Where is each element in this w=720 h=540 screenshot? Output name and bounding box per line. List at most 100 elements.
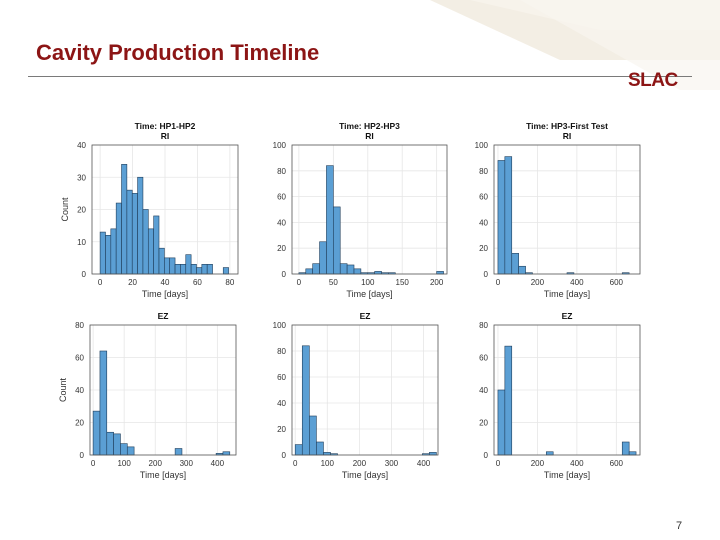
histogram-bar [164,257,171,275]
histogram-bar [99,350,108,456]
histogram-bar [326,165,334,275]
x-tick-label: 200 [353,459,367,468]
histogram-panel-6: 0 20 40 60 80 0 200 400 600 EZ Time [days] [479,311,641,480]
x-tick-label: 0 [293,459,298,468]
histogram-bar [309,415,317,456]
histogram-bar [158,247,165,275]
y-tick-label: 0 [282,451,287,460]
x-tick-label: 600 [610,459,624,468]
panel-title: Time: HP2-HP3 [339,121,400,131]
histogram-bar [174,264,181,275]
y-tick-label: 20 [277,244,286,253]
x-tick-label: 300 [385,459,399,468]
x-tick-label: 0 [91,459,96,468]
histogram-bar [126,189,133,275]
histogram-bar [518,265,526,275]
x-tick-label: 200 [531,278,545,287]
y-tick-label: 40 [277,399,286,408]
plot-frame [291,144,448,275]
x-tick-label: 150 [396,278,410,287]
histogram-bar [201,264,208,275]
x-tick-label: 100 [321,459,335,468]
histogram-bar [497,160,506,275]
histogram-bar [110,228,117,275]
x-tick-label: 400 [211,459,225,468]
histogram-bar [316,441,324,456]
y-tick-label: 0 [484,270,489,279]
y-axis-label: Count [58,378,68,403]
title-divider [28,76,692,77]
y-tick-label: 40 [75,386,84,395]
histogram-bar [333,206,341,275]
histogram-bar [126,446,135,456]
x-tick-label: 200 [531,459,545,468]
x-tick-label: 300 [180,459,194,468]
histogram-bar [92,410,101,456]
histogram-bar [346,264,355,275]
histogram-bar [121,164,128,275]
x-tick-label: 100 [361,278,375,287]
histogram-bar [185,254,192,275]
histogram-bar [206,264,213,275]
y-tick-label: 20 [479,244,488,253]
x-tick-label: 400 [417,459,431,468]
histogram-bar [190,264,197,275]
x-tick-label: 400 [570,459,584,468]
x-tick-label: 100 [117,459,131,468]
panel-title: RI [563,131,572,141]
plot-frame [91,144,239,275]
x-tick-label: 600 [610,278,624,287]
x-tick-label: 20 [128,278,137,287]
slide-title: Cavity Production Timeline [36,40,320,65]
y-tick-label: 80 [277,347,286,356]
y-tick-label: 20 [479,419,488,428]
x-tick-label: 200 [430,278,444,287]
x-axis-label: Time [days] [346,289,392,299]
histogram-bar [545,451,554,456]
x-axis-label: Time [days] [544,289,590,299]
histogram-bar [312,263,320,275]
histogram-bar [106,431,114,456]
y-tick-label: 100 [273,141,287,150]
x-tick-label: 60 [193,278,202,287]
histogram-bar [319,241,327,275]
panel-title: RI [365,131,374,141]
panel-title: Time: HP1-HP2 [135,121,196,131]
histogram-bar [153,215,160,275]
x-axis-label: Time [days] [544,470,590,480]
histogram-bar [147,228,154,275]
histogram-bar [99,231,106,275]
plot-area [494,145,640,274]
y-tick-label: 0 [80,451,85,460]
y-tick-label: 80 [479,167,488,176]
page-number: 7 [676,520,683,532]
y-tick-label: 60 [75,354,84,363]
histogram-bar [137,176,144,275]
x-tick-label: 400 [570,278,584,287]
x-tick-label: 50 [329,278,338,287]
histogram-bar [497,389,506,456]
panel-title: RI [161,131,170,141]
x-tick-label: 40 [161,278,170,287]
plot-frame [493,324,641,456]
x-tick-label: 200 [149,459,163,468]
y-tick-label: 60 [277,193,286,202]
histogram-panel-4: 0 20 40 60 80 0 100 200 300 400 EZ Time [days] Count [58,311,237,480]
histogram-bar [131,193,138,275]
y-tick-label: 40 [479,218,488,227]
panel-title: EZ [562,311,573,321]
histogram-bar [621,441,630,456]
histogram-bar [142,209,149,275]
panel-title: EZ [360,311,371,321]
panel-title: EZ [158,311,169,321]
y-tick-label: 60 [277,373,286,382]
y-tick-label: 60 [479,354,488,363]
histogram-bar [305,268,313,275]
slac-logo: SLAC [628,70,678,91]
plot-frame [493,144,641,275]
histogram-bar [504,156,513,275]
